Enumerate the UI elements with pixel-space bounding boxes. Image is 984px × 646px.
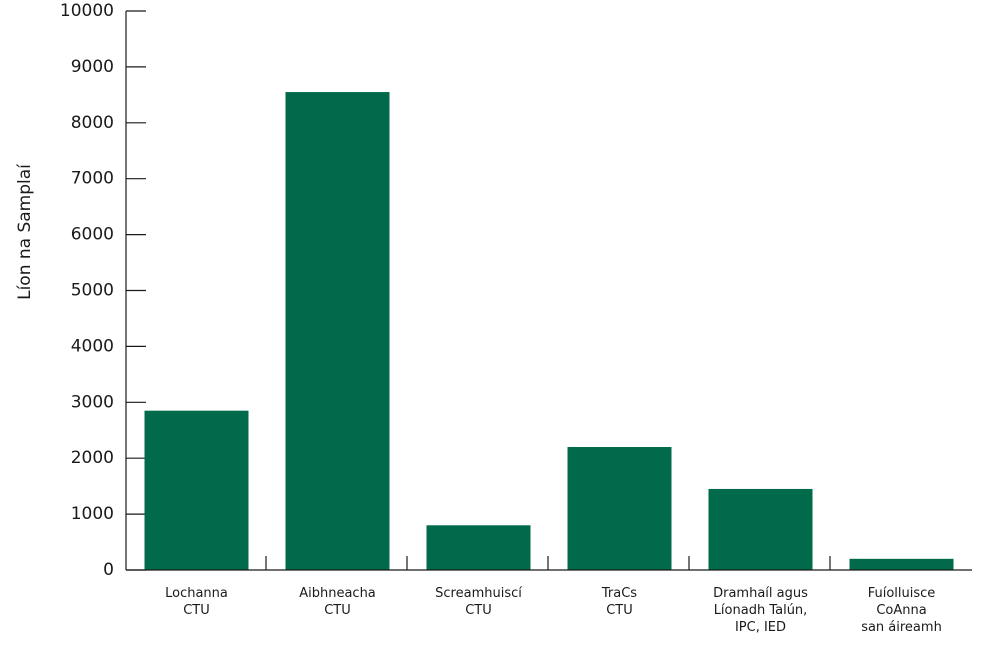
x-category-label-line: san áireamh xyxy=(861,620,942,635)
y-tick-label: 5000 xyxy=(71,281,114,301)
bars xyxy=(144,92,954,571)
bar xyxy=(144,410,249,570)
y-tick-label: 10000 xyxy=(60,1,114,21)
x-category-label: Aibhneacha CTU xyxy=(299,586,376,618)
y-tick-label: 4000 xyxy=(71,336,114,356)
x-category-label-line: Screamhuiscí xyxy=(435,586,522,601)
bar xyxy=(567,447,672,570)
bar xyxy=(285,92,390,571)
y-tick-label: 0 xyxy=(103,560,114,580)
y-axis-title: Líon na Samplaí xyxy=(15,163,35,300)
y-tick-label: 1000 xyxy=(71,504,114,524)
bar xyxy=(426,525,531,570)
y-tick-label: 3000 xyxy=(71,392,114,412)
x-category-label-line: CTU xyxy=(606,603,633,618)
y-tick-label: 9000 xyxy=(71,57,114,77)
x-category-label: Dramhaíl agus Líonadh Talún, IPC, IED xyxy=(713,586,808,635)
x-category-label-line: CTU xyxy=(324,603,351,618)
x-category-label: TraCs CTU xyxy=(601,586,637,618)
x-category-label: Fuíolluisce CoAnna san áireamh xyxy=(861,586,942,635)
y-tick-label: 8000 xyxy=(71,113,114,133)
x-category-label-line: CoAnna xyxy=(876,603,926,618)
x-category-label-line: Líonadh Talún, xyxy=(714,603,808,618)
y-axis: 0 1000 2000 3000 4000 5000 6000 7000 8000 9000 100… xyxy=(60,1,146,580)
x-category-label-line: TraCs xyxy=(601,586,637,601)
x-category-label-line: Lochanna xyxy=(165,586,228,601)
x-category-label: Lochanna CTU xyxy=(165,586,228,618)
x-category-label-line: IPC, IED xyxy=(735,620,786,635)
bar xyxy=(849,558,954,570)
x-category-label-line: CTU xyxy=(183,603,210,618)
y-tick-label: 2000 xyxy=(71,448,114,468)
x-category-label-line: CTU xyxy=(465,603,492,618)
y-tick-label: 7000 xyxy=(71,169,114,189)
y-tick-label: 6000 xyxy=(71,225,114,245)
x-category-label-line: Aibhneacha xyxy=(299,586,376,601)
x-category-label: Screamhuiscí CTU xyxy=(435,586,522,618)
x-category-label-line: Dramhaíl agus xyxy=(713,586,808,601)
bar xyxy=(708,488,813,570)
x-category-label-line: Fuíolluisce xyxy=(868,586,936,601)
